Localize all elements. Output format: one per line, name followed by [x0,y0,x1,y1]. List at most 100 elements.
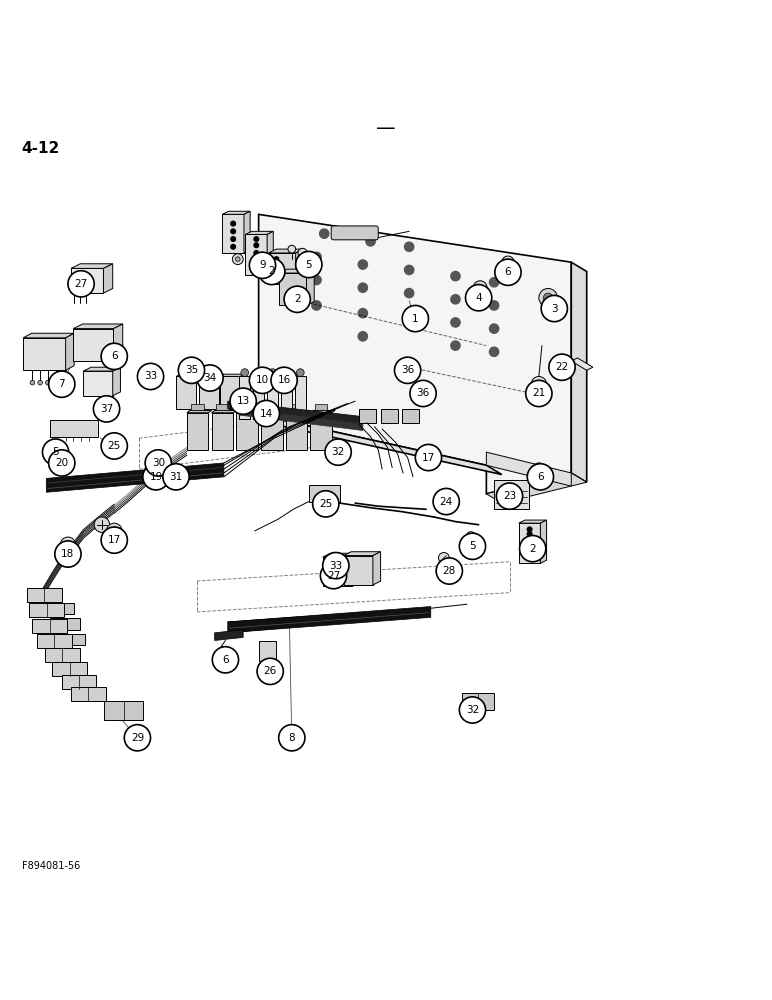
Polygon shape [239,409,363,431]
Polygon shape [279,269,314,273]
Text: 21: 21 [532,388,546,398]
FancyBboxPatch shape [50,618,80,630]
Circle shape [143,464,169,490]
Circle shape [527,547,532,552]
Polygon shape [222,211,250,214]
Circle shape [47,441,58,451]
Circle shape [60,537,76,552]
Circle shape [533,463,545,475]
FancyBboxPatch shape [359,409,376,423]
Circle shape [288,245,296,253]
Text: 27: 27 [74,279,88,289]
Polygon shape [310,410,335,413]
Circle shape [137,363,164,390]
FancyBboxPatch shape [269,253,296,284]
Text: 17: 17 [107,535,121,545]
FancyBboxPatch shape [281,376,292,419]
Text: 4: 4 [476,293,482,303]
Polygon shape [267,231,273,275]
FancyBboxPatch shape [62,675,96,689]
Text: 35: 35 [185,365,198,375]
FancyBboxPatch shape [56,634,85,645]
Circle shape [358,332,367,341]
Text: 28: 28 [442,566,456,576]
Polygon shape [212,410,236,413]
Circle shape [328,570,333,575]
FancyBboxPatch shape [104,701,143,720]
Text: 37: 37 [100,404,113,414]
Circle shape [410,380,436,407]
Polygon shape [259,214,571,494]
Circle shape [254,243,259,248]
Circle shape [231,221,235,226]
FancyBboxPatch shape [381,409,398,423]
Polygon shape [486,473,587,503]
Circle shape [145,450,171,476]
Circle shape [436,558,462,584]
Polygon shape [187,413,208,450]
Circle shape [254,237,259,241]
Polygon shape [23,338,66,370]
Circle shape [298,248,307,258]
Text: F894081-56: F894081-56 [22,861,80,871]
Circle shape [253,400,279,427]
Circle shape [259,258,285,285]
Circle shape [459,697,486,723]
Polygon shape [199,374,224,376]
Text: 19: 19 [149,472,163,482]
Circle shape [405,288,414,298]
Circle shape [495,259,521,285]
FancyBboxPatch shape [259,641,276,661]
Text: 5: 5 [469,541,476,551]
Text: 33: 33 [144,371,157,381]
Circle shape [42,439,69,465]
Text: 29: 29 [130,733,144,743]
FancyBboxPatch shape [295,376,306,419]
Circle shape [451,318,460,327]
Polygon shape [352,553,360,586]
Polygon shape [212,413,233,450]
Circle shape [489,347,499,356]
Circle shape [527,532,532,536]
Polygon shape [73,324,123,329]
Text: 33: 33 [329,561,343,571]
Circle shape [531,376,547,392]
Circle shape [274,266,279,271]
Circle shape [254,266,259,271]
Text: 6: 6 [222,655,229,665]
Circle shape [110,347,114,352]
Circle shape [46,380,50,385]
Text: 25: 25 [107,441,121,451]
Polygon shape [236,413,258,450]
Circle shape [49,450,75,476]
Circle shape [527,555,532,559]
FancyBboxPatch shape [267,376,278,419]
Circle shape [433,488,459,515]
Polygon shape [540,520,547,563]
Circle shape [405,265,414,275]
Polygon shape [66,333,74,370]
Circle shape [254,258,259,263]
Polygon shape [306,269,314,305]
Circle shape [328,578,333,583]
Circle shape [451,271,460,281]
Circle shape [325,439,351,465]
Text: 23: 23 [503,491,516,501]
Text: 10: 10 [256,375,269,385]
Text: 13: 13 [236,396,250,406]
FancyBboxPatch shape [519,523,540,563]
Circle shape [222,651,226,655]
Text: 6: 6 [537,472,543,482]
Circle shape [473,281,487,295]
Polygon shape [113,324,123,361]
Polygon shape [113,367,120,396]
Circle shape [249,367,276,393]
Text: 2: 2 [269,266,275,276]
Circle shape [283,369,290,376]
Circle shape [451,295,460,304]
Circle shape [231,244,235,249]
FancyBboxPatch shape [239,376,250,419]
Polygon shape [220,374,245,376]
Circle shape [466,285,492,311]
Text: 31: 31 [169,472,183,482]
